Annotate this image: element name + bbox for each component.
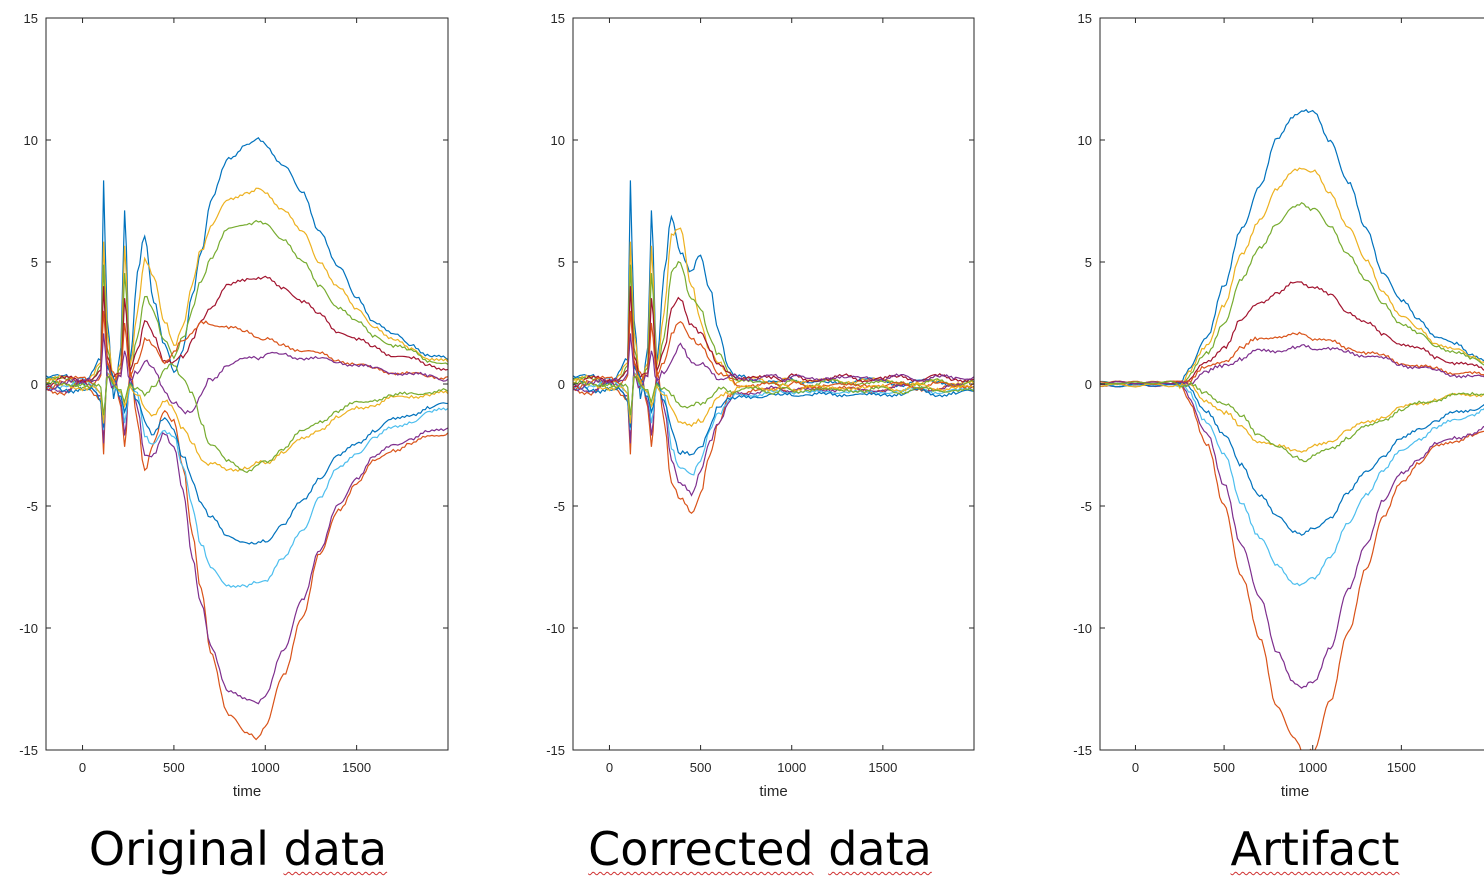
x-tick-label: 1000 — [1298, 760, 1327, 775]
x-tick-label: 500 — [690, 760, 712, 775]
x-tick-label: 500 — [163, 760, 185, 775]
y-tick-label: -5 — [553, 499, 565, 514]
y-tick-label: 15 — [551, 11, 565, 26]
y-tick-label: 5 — [1085, 255, 1092, 270]
y-tick-label: 15 — [24, 11, 38, 26]
x-tick-label: 1000 — [777, 760, 806, 775]
series-line — [573, 310, 974, 392]
caption-original-data: Original data — [88, 822, 388, 876]
caption-original-word: Original — [88, 822, 269, 876]
y-tick-label: -10 — [19, 621, 38, 636]
caption-original-data-word: data — [283, 822, 388, 876]
caption-artifact-word: Artifact — [1230, 822, 1400, 876]
series-line — [46, 371, 448, 589]
series-line — [1100, 201, 1484, 388]
series-group — [573, 180, 974, 514]
series-line — [46, 360, 448, 741]
series-line — [1100, 382, 1484, 536]
y-tick-label: -10 — [546, 621, 565, 636]
series-line — [46, 364, 448, 545]
x-tick-label: 1000 — [251, 760, 280, 775]
x-tick-label: 0 — [79, 760, 86, 775]
series-line — [46, 365, 448, 705]
x-tick-label: 500 — [1213, 760, 1235, 775]
y-tick-label: 10 — [551, 133, 565, 148]
series-line — [573, 371, 974, 428]
y-tick-label: -10 — [1073, 621, 1092, 636]
series-group — [46, 136, 448, 741]
chart-corrected-data: 15 10 5 0 -5 -10 -15 0 500 1000 1500 time — [546, 11, 975, 800]
caption-corrected-data: Corrected data — [565, 822, 955, 876]
caption-artifact: Artifact — [1215, 822, 1415, 876]
caption-corrected-data-word: data — [828, 822, 932, 876]
y-tick-label: -5 — [26, 499, 38, 514]
series-line — [46, 187, 448, 386]
x-axis-label: time — [233, 783, 261, 800]
series-line — [1100, 382, 1484, 453]
y-tick-label: 0 — [1085, 377, 1092, 392]
x-axis-label: time — [759, 783, 787, 800]
y-tick-label: 0 — [31, 377, 38, 392]
series-line — [1100, 331, 1484, 386]
y-tick-label: 10 — [1078, 133, 1092, 148]
chart-original-data: 15 10 5 0 -5 -10 -15 0 500 1000 1500 time — [19, 11, 449, 800]
series-group — [1100, 108, 1484, 750]
y-tick-label: 5 — [31, 255, 38, 270]
y-tick-label: -15 — [19, 743, 38, 758]
series-line — [46, 275, 448, 388]
series-line — [573, 333, 974, 392]
series-line — [1100, 108, 1484, 385]
chart-artifact: 15 10 5 0 -5 -10 -15 0 500 1000 1500 time — [1073, 11, 1484, 800]
y-tick-label: 15 — [1078, 11, 1092, 26]
x-tick-label: 1500 — [868, 760, 897, 775]
series-line — [1100, 382, 1484, 587]
series-line — [1100, 167, 1484, 390]
x-axis-label: time — [1281, 783, 1309, 800]
series-line — [573, 286, 974, 388]
series-line — [573, 375, 974, 416]
caption-corrected-word: Corrected — [588, 822, 814, 876]
x-tick-label: 0 — [606, 760, 613, 775]
series-line — [1100, 343, 1484, 387]
series-line — [46, 310, 448, 392]
y-tick-label: 5 — [558, 255, 565, 270]
y-tick-label: 0 — [558, 377, 565, 392]
series-line — [46, 333, 448, 415]
series-line — [1100, 380, 1484, 463]
x-tick-label: 0 — [1132, 760, 1139, 775]
y-tick-label: -15 — [1073, 743, 1092, 758]
y-tick-label: -5 — [1080, 499, 1092, 514]
x-tick-label: 1500 — [342, 760, 371, 775]
y-tick-label: 10 — [24, 133, 38, 148]
y-tick-label: -15 — [546, 743, 565, 758]
series-line — [46, 371, 448, 472]
series-line — [1100, 382, 1484, 750]
x-tick-label: 1500 — [1387, 760, 1416, 775]
series-line — [46, 363, 448, 474]
